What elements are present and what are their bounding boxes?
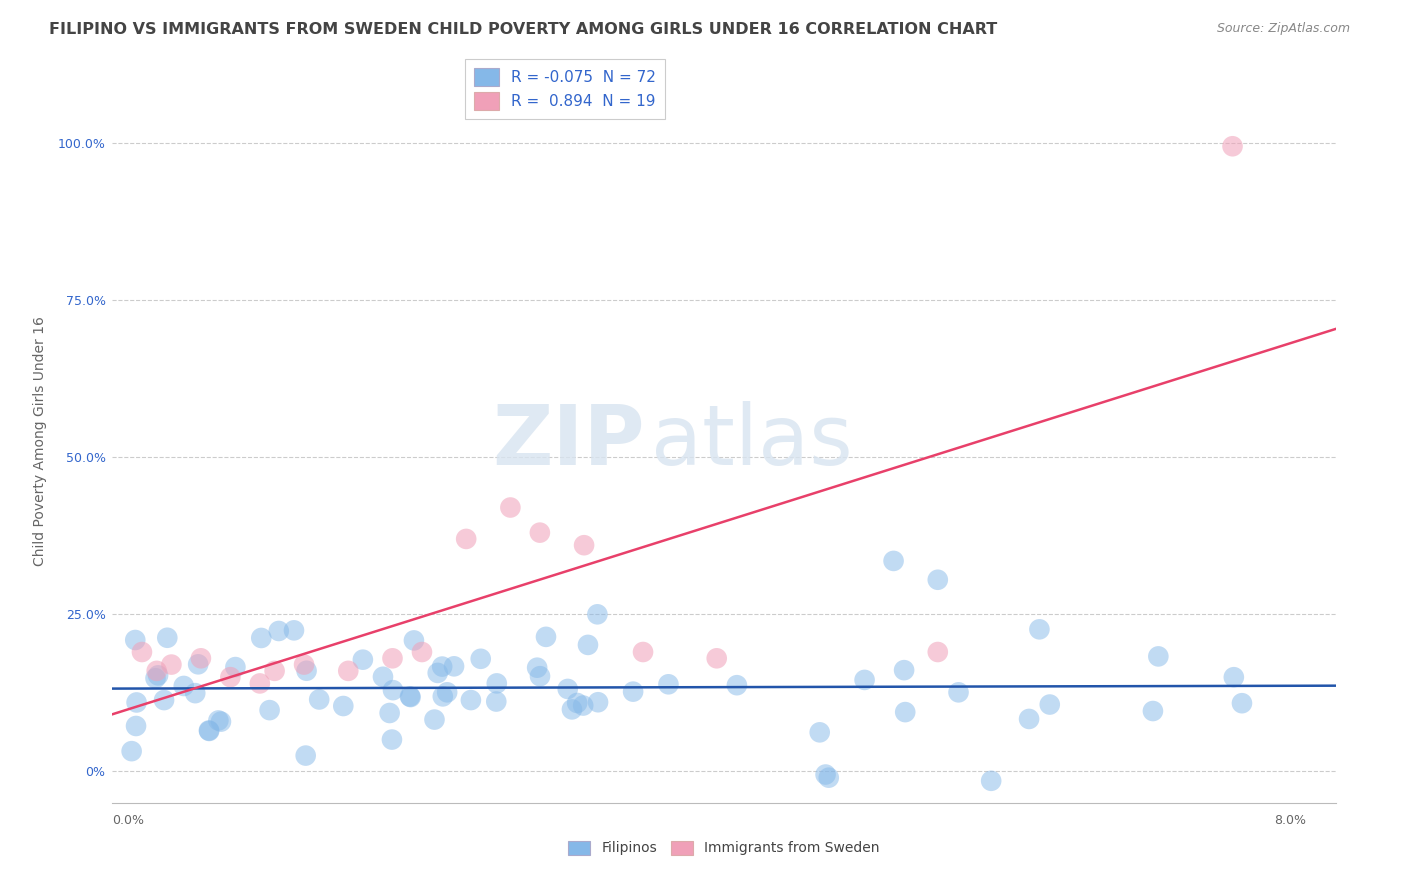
Point: [219, 670, 242, 684]
Point: [125, 719, 148, 733]
Point: [529, 669, 551, 683]
Point: [146, 668, 169, 682]
Point: [1142, 704, 1164, 718]
Point: [853, 673, 876, 687]
Point: [308, 692, 330, 706]
Point: [207, 714, 229, 728]
Point: [1039, 698, 1062, 712]
Point: [883, 554, 905, 568]
Point: [145, 671, 167, 685]
Point: [382, 683, 405, 698]
Point: [443, 659, 465, 673]
Point: [894, 705, 917, 719]
Point: [198, 723, 221, 738]
Point: [631, 645, 654, 659]
Point: [893, 663, 915, 677]
Point: [259, 703, 281, 717]
Point: [534, 630, 557, 644]
Point: [526, 661, 548, 675]
Text: 8.0%: 8.0%: [1274, 814, 1306, 827]
Point: [283, 624, 305, 638]
Point: [432, 690, 454, 704]
Point: [1018, 712, 1040, 726]
Point: [378, 706, 401, 720]
Point: [121, 744, 143, 758]
Point: [156, 631, 179, 645]
Text: 0.0%: 0.0%: [112, 814, 145, 827]
Point: [292, 657, 315, 672]
Point: [817, 771, 839, 785]
Point: [586, 607, 609, 622]
Point: [399, 690, 422, 704]
Point: [814, 767, 837, 781]
Point: [657, 677, 679, 691]
Text: ZIP: ZIP: [492, 401, 644, 482]
Point: [725, 678, 748, 692]
Point: [173, 679, 195, 693]
Point: [436, 685, 458, 699]
Point: [1230, 696, 1253, 710]
Point: [267, 624, 290, 638]
Point: [294, 748, 316, 763]
Point: [572, 698, 595, 713]
Point: [381, 732, 404, 747]
Point: [470, 652, 492, 666]
Point: [131, 645, 153, 659]
Point: [295, 664, 318, 678]
Point: [557, 681, 579, 696]
Point: [125, 696, 148, 710]
Point: [153, 693, 176, 707]
Point: [576, 638, 599, 652]
Point: [808, 725, 831, 739]
Point: [586, 695, 609, 709]
Point: [145, 664, 167, 678]
Point: [249, 676, 271, 690]
Point: [337, 664, 360, 678]
Point: [456, 532, 478, 546]
Point: [529, 525, 551, 540]
Point: [927, 573, 949, 587]
Point: [160, 657, 183, 672]
Point: [381, 651, 404, 665]
Point: [250, 631, 273, 645]
Text: atlas: atlas: [651, 401, 852, 482]
Point: [572, 538, 595, 552]
Point: [187, 657, 209, 672]
Point: [332, 698, 354, 713]
Point: [423, 713, 446, 727]
Point: [402, 633, 425, 648]
Point: [198, 723, 221, 738]
Point: [948, 685, 970, 699]
Point: [124, 632, 146, 647]
Point: [561, 702, 583, 716]
Point: [371, 670, 394, 684]
Text: Source: ZipAtlas.com: Source: ZipAtlas.com: [1216, 22, 1350, 36]
Y-axis label: Child Poverty Among Girls Under 16: Child Poverty Among Girls Under 16: [32, 317, 46, 566]
Point: [224, 660, 246, 674]
Point: [485, 694, 508, 708]
Point: [411, 645, 433, 659]
Point: [426, 665, 449, 680]
Point: [190, 651, 212, 665]
Point: [565, 696, 588, 710]
Point: [485, 676, 508, 690]
Point: [399, 690, 422, 704]
Point: [352, 653, 374, 667]
Legend: R = -0.075  N = 72, R =  0.894  N = 19: R = -0.075 N = 72, R = 0.894 N = 19: [465, 59, 665, 119]
Point: [1223, 670, 1246, 684]
Point: [184, 686, 207, 700]
Point: [927, 645, 949, 659]
Point: [706, 651, 728, 665]
Point: [499, 500, 522, 515]
Point: [209, 714, 232, 729]
Point: [1147, 649, 1170, 664]
Point: [430, 659, 453, 673]
Point: [1028, 623, 1050, 637]
Text: FILIPINO VS IMMIGRANTS FROM SWEDEN CHILD POVERTY AMONG GIRLS UNDER 16 CORRELATIO: FILIPINO VS IMMIGRANTS FROM SWEDEN CHILD…: [49, 22, 997, 37]
Point: [1222, 139, 1244, 153]
Point: [621, 684, 644, 698]
Point: [263, 664, 285, 678]
Point: [460, 693, 482, 707]
Point: [980, 773, 1002, 788]
